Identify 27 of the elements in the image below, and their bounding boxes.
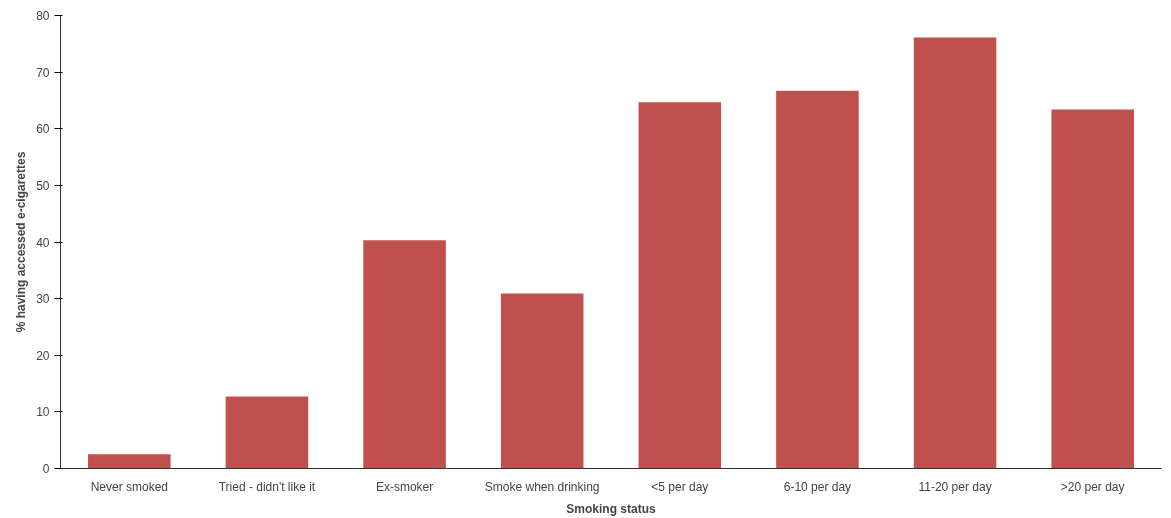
x-axis-title: Smoking status (566, 501, 656, 516)
y-tick-label: 30 (36, 292, 50, 307)
bar (1051, 109, 1134, 469)
x-tick-label: Never smoked (90, 479, 169, 494)
y-tick-label: 20 (36, 348, 50, 363)
y-axis-title: % having accessed e-cigarettes (14, 151, 29, 333)
x-tick-label: <5 per day (651, 479, 709, 494)
x-tick-label: 11-20 per day (918, 479, 992, 494)
x-tick-label: Tried - didn't like it (218, 479, 316, 494)
y-tick-label: 40 (36, 235, 50, 250)
x-tick-label: 6-10 per day (783, 479, 852, 494)
y-tick-label: 50 (36, 178, 50, 193)
bar (225, 396, 309, 469)
bar (363, 240, 446, 469)
x-tick-label: Smoke when drinking (484, 479, 600, 494)
y-tick-label: 60 (36, 122, 50, 137)
y-tick-label: 10 (36, 405, 50, 420)
y-tick-label: 70 (36, 65, 50, 80)
bar (500, 293, 584, 469)
x-tick-label: Ex-smoker (375, 479, 434, 494)
bar (88, 454, 171, 469)
bar (776, 90, 859, 469)
bar (638, 102, 722, 469)
y-tick-label: 0 (42, 462, 50, 476)
y-tick-label: 80 (36, 9, 50, 23)
x-tick-label: >20 per day (1060, 479, 1125, 494)
bar (913, 37, 997, 469)
